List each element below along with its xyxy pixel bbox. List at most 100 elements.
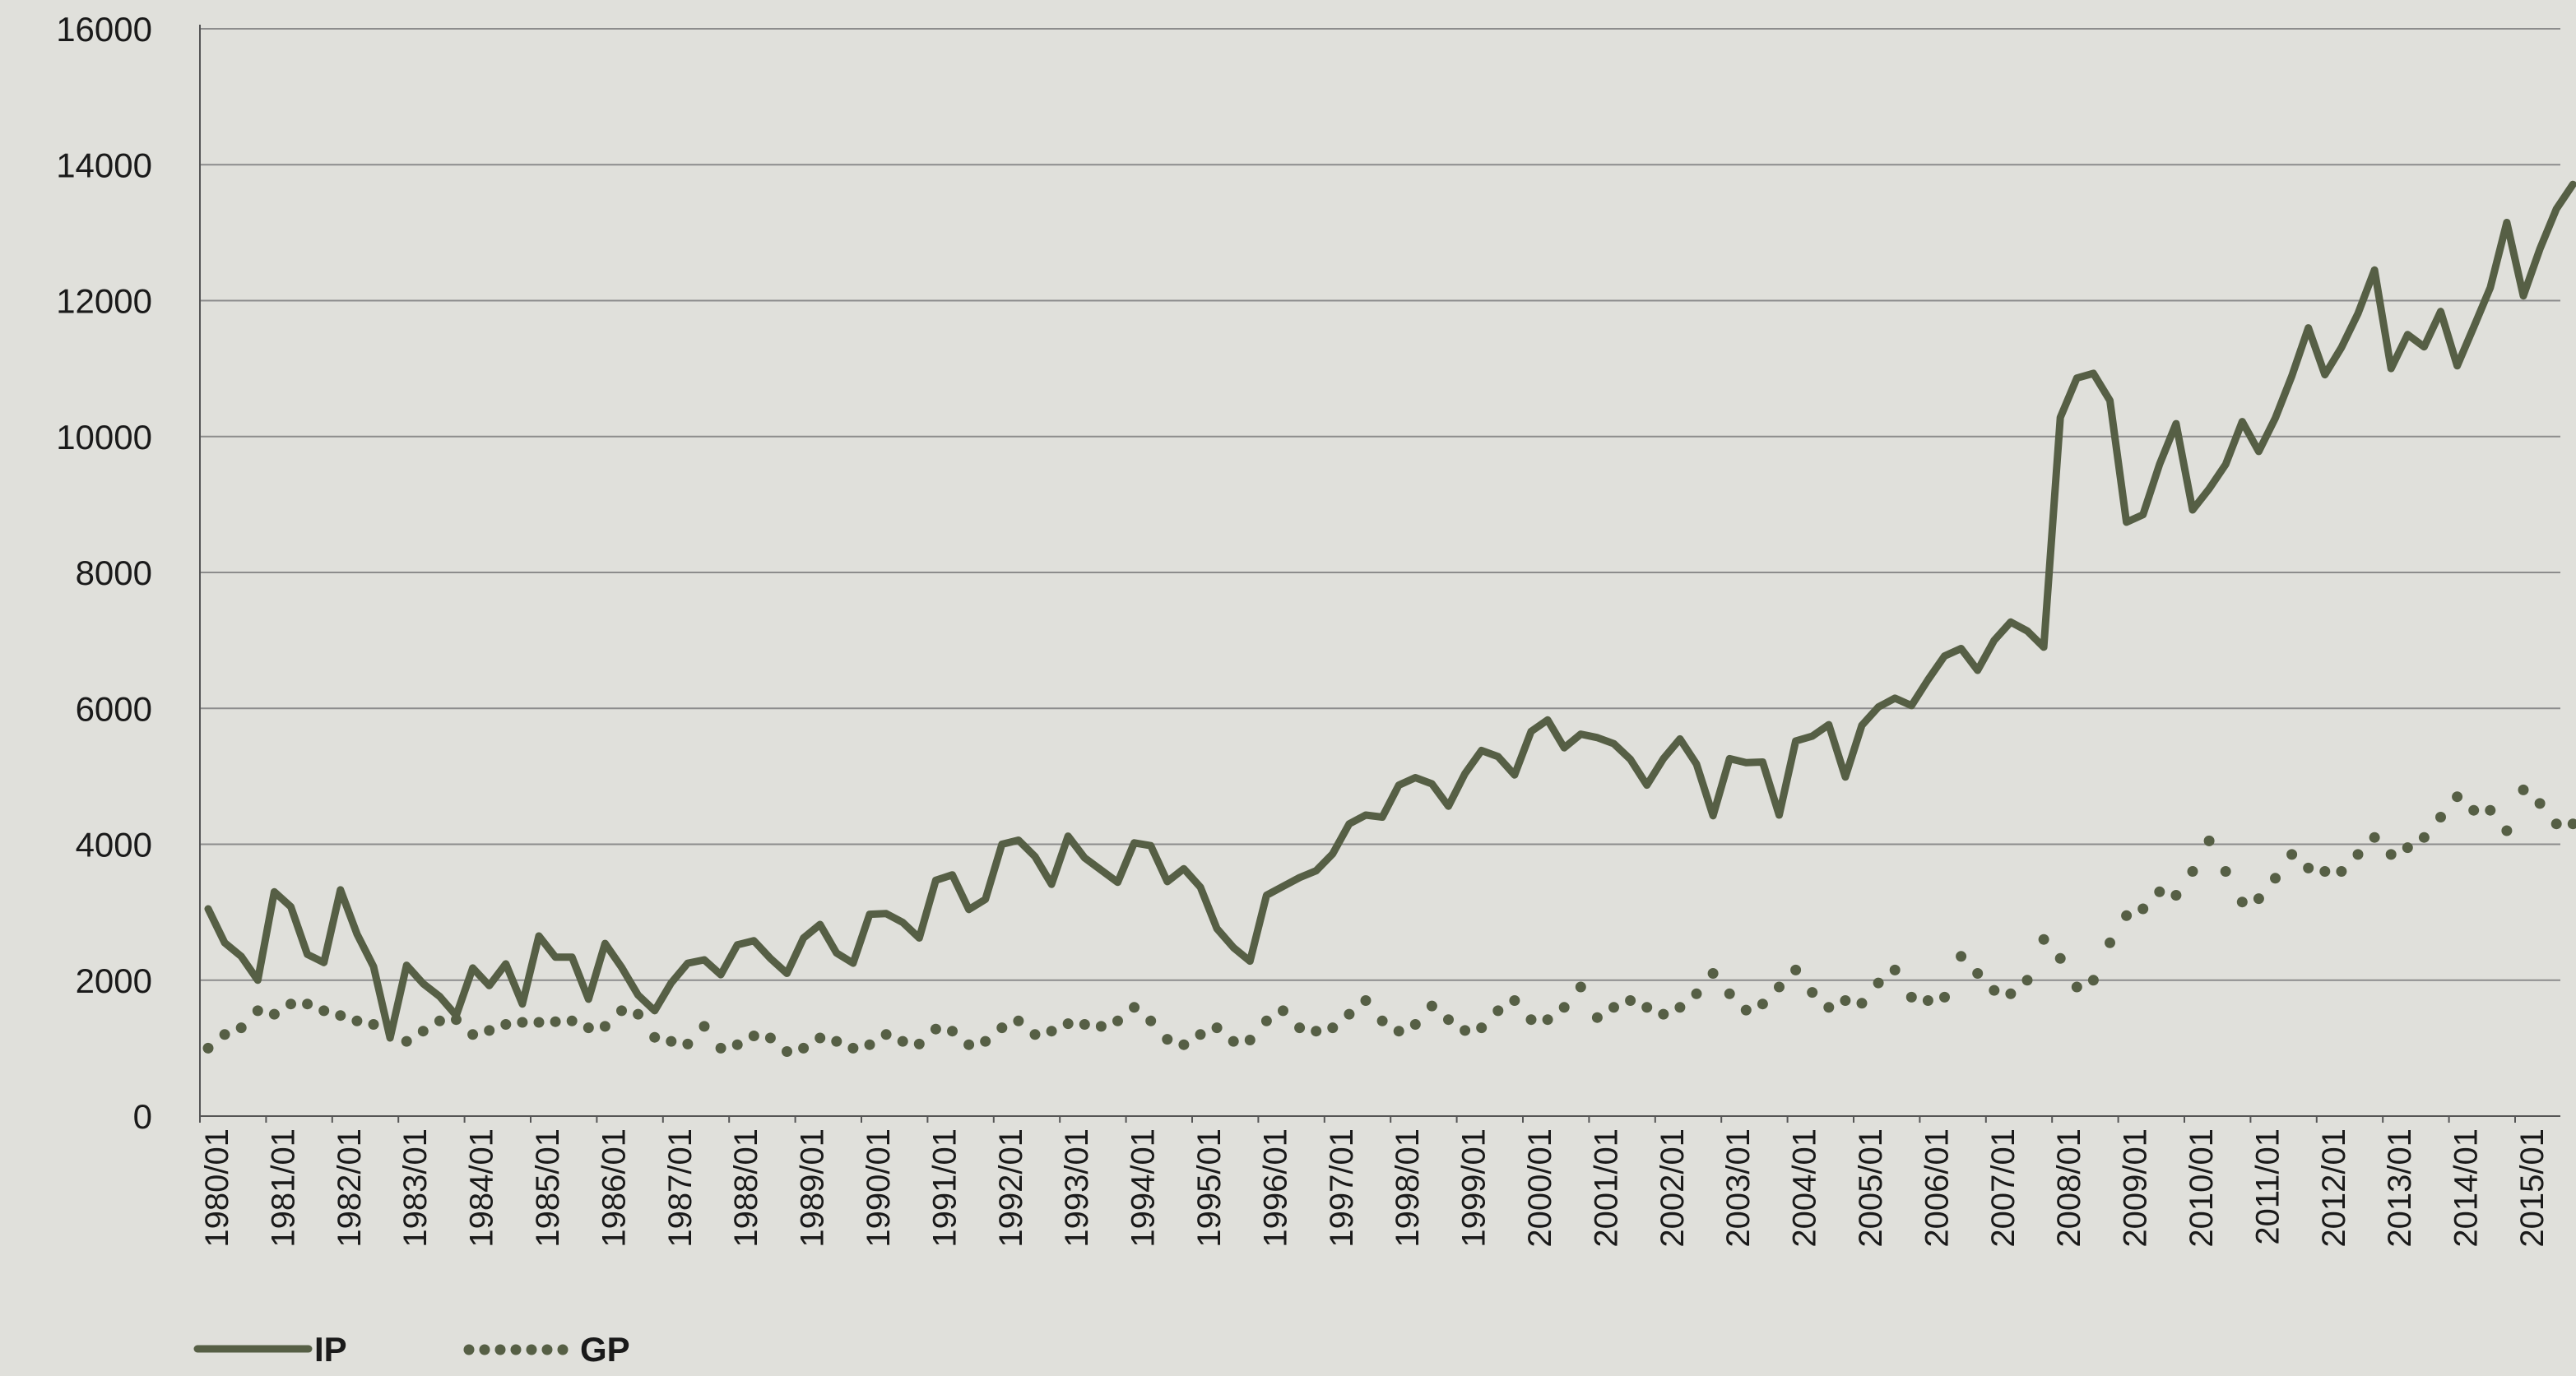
series-gp-point	[798, 1043, 809, 1054]
series-gp-point	[1476, 1022, 1487, 1033]
series-ip-point	[389, 1037, 391, 1039]
series-gp-point	[1890, 965, 1901, 975]
x-tick-label-1982/01: 1982/01	[332, 1128, 368, 1248]
series-gp-point	[2022, 975, 2033, 985]
series-ip-point	[307, 953, 309, 955]
x-tick-label-2009/01: 2009/01	[2118, 1128, 2154, 1248]
series-gp-point	[1939, 992, 1950, 1003]
series-gp-point	[898, 1036, 908, 1047]
series-gp-point	[1641, 1002, 1652, 1012]
series-gp-point	[831, 1036, 842, 1047]
series-ip-point	[1613, 743, 1615, 744]
series-ip-point	[505, 963, 507, 965]
series-ip-point	[787, 973, 788, 975]
series-ip-point	[1877, 707, 1879, 708]
series-ip-point	[1117, 882, 1119, 883]
legend-gp-dot	[480, 1345, 490, 1355]
series-ip-point	[1398, 785, 1399, 786]
series-ip-point	[2175, 423, 2177, 424]
x-tick-label-2002/01: 2002/01	[1655, 1128, 1691, 1248]
series-ip-point	[1779, 814, 1780, 816]
series-ip-point	[1530, 730, 1532, 732]
series-ip-point	[1745, 762, 1747, 763]
series-gp-point	[335, 1010, 346, 1021]
series-ip-point	[406, 965, 407, 966]
legend-gp-dot	[558, 1345, 569, 1355]
series-gp-point	[534, 1017, 545, 1028]
series-ip-point	[1910, 705, 1912, 707]
series-gp-point	[1956, 951, 1966, 961]
series-gp-point	[1972, 968, 1983, 979]
series-ip-point	[1696, 763, 1697, 765]
y-tick-label-2000: 2000	[76, 961, 152, 1000]
series-gp-point	[1857, 998, 1868, 1008]
x-tick-label-2015/01: 2015/01	[2514, 1128, 2550, 1248]
series-gp-point	[2353, 849, 2364, 859]
series-ip-point	[2523, 295, 2524, 297]
series-ip-point	[2076, 378, 2077, 379]
series-gp-point	[1906, 992, 1917, 1003]
series-gp-point	[253, 1005, 263, 1016]
series-gp-point	[1178, 1040, 1189, 1050]
x-tick-label-1993/01: 1993/01	[1059, 1128, 1095, 1248]
series-gp-point	[2270, 873, 2281, 883]
series-ip-point	[356, 934, 358, 935]
x-tick-label-2001/01: 2001/01	[1588, 1128, 1624, 1248]
series-ip-point	[604, 943, 606, 944]
series-ip-point	[290, 906, 292, 908]
series-gp-point	[1344, 1009, 1354, 1020]
series-ip-point	[2390, 368, 2392, 369]
x-tick-label-2003/01: 2003/01	[1720, 1128, 1757, 1248]
legend-gp-dot	[542, 1345, 553, 1355]
series-gp-point	[1278, 1005, 1288, 1016]
series-gp-point	[2188, 866, 2198, 877]
series-gp-point	[567, 1016, 578, 1026]
series-ip-point	[902, 922, 903, 924]
series-gp-point	[716, 1043, 726, 1054]
series-gp-point	[1112, 1016, 1123, 1026]
series-gp-point	[1129, 1002, 1139, 1012]
series-ip-point	[1944, 656, 1946, 657]
series-ip-point	[2341, 347, 2342, 349]
series-gp-point	[550, 1017, 561, 1027]
series-ip-point	[340, 889, 341, 891]
series-ip-point	[522, 1003, 523, 1005]
series-ip-point	[2539, 248, 2541, 250]
y-tick-label-8000: 8000	[76, 554, 152, 592]
series-ip-point	[687, 962, 689, 964]
series-gp-point	[1294, 1022, 1305, 1033]
series-gp-point	[302, 998, 313, 1009]
series-layer	[203, 183, 2576, 1057]
series-gp-point	[2072, 982, 2082, 993]
series-ip-point	[1828, 724, 1830, 725]
series-ip-point	[1100, 869, 1102, 871]
series-gp-point	[1030, 1029, 1041, 1040]
series-ip-point	[2275, 417, 2277, 419]
series-ip-point	[1200, 887, 1201, 888]
series-ip-point	[1365, 814, 1367, 816]
series-ip-point	[1316, 870, 1317, 872]
series-ip-point	[1216, 928, 1218, 929]
series-gp-point	[2170, 890, 2181, 901]
series-gp-point	[2055, 953, 2066, 964]
series-gp-point	[517, 1017, 527, 1028]
series-ip-point	[1134, 842, 1135, 844]
series-gp-point	[1212, 1022, 1223, 1033]
series-gp-point	[732, 1040, 743, 1050]
x-tick-label-1981/01: 1981/01	[265, 1128, 301, 1248]
series-ip-point	[439, 996, 440, 998]
series-gp-point	[269, 1009, 280, 1020]
series-gp-point	[2121, 910, 2132, 921]
series-ip-point	[671, 982, 672, 984]
series-gp-point	[1443, 1014, 1454, 1025]
series-ip-point	[769, 957, 771, 959]
x-tick-label-2010/01: 2010/01	[2184, 1128, 2220, 1248]
series-gp-point	[1394, 1026, 1404, 1036]
series-gp-point	[782, 1046, 792, 1057]
series-ip-point	[1812, 735, 1813, 737]
series-gp-point	[500, 1019, 511, 1030]
series-ip-point	[1961, 648, 1962, 650]
series-ip-point	[587, 998, 589, 1000]
series-ip-point	[1431, 783, 1432, 785]
series-ip-point	[2126, 521, 2128, 523]
